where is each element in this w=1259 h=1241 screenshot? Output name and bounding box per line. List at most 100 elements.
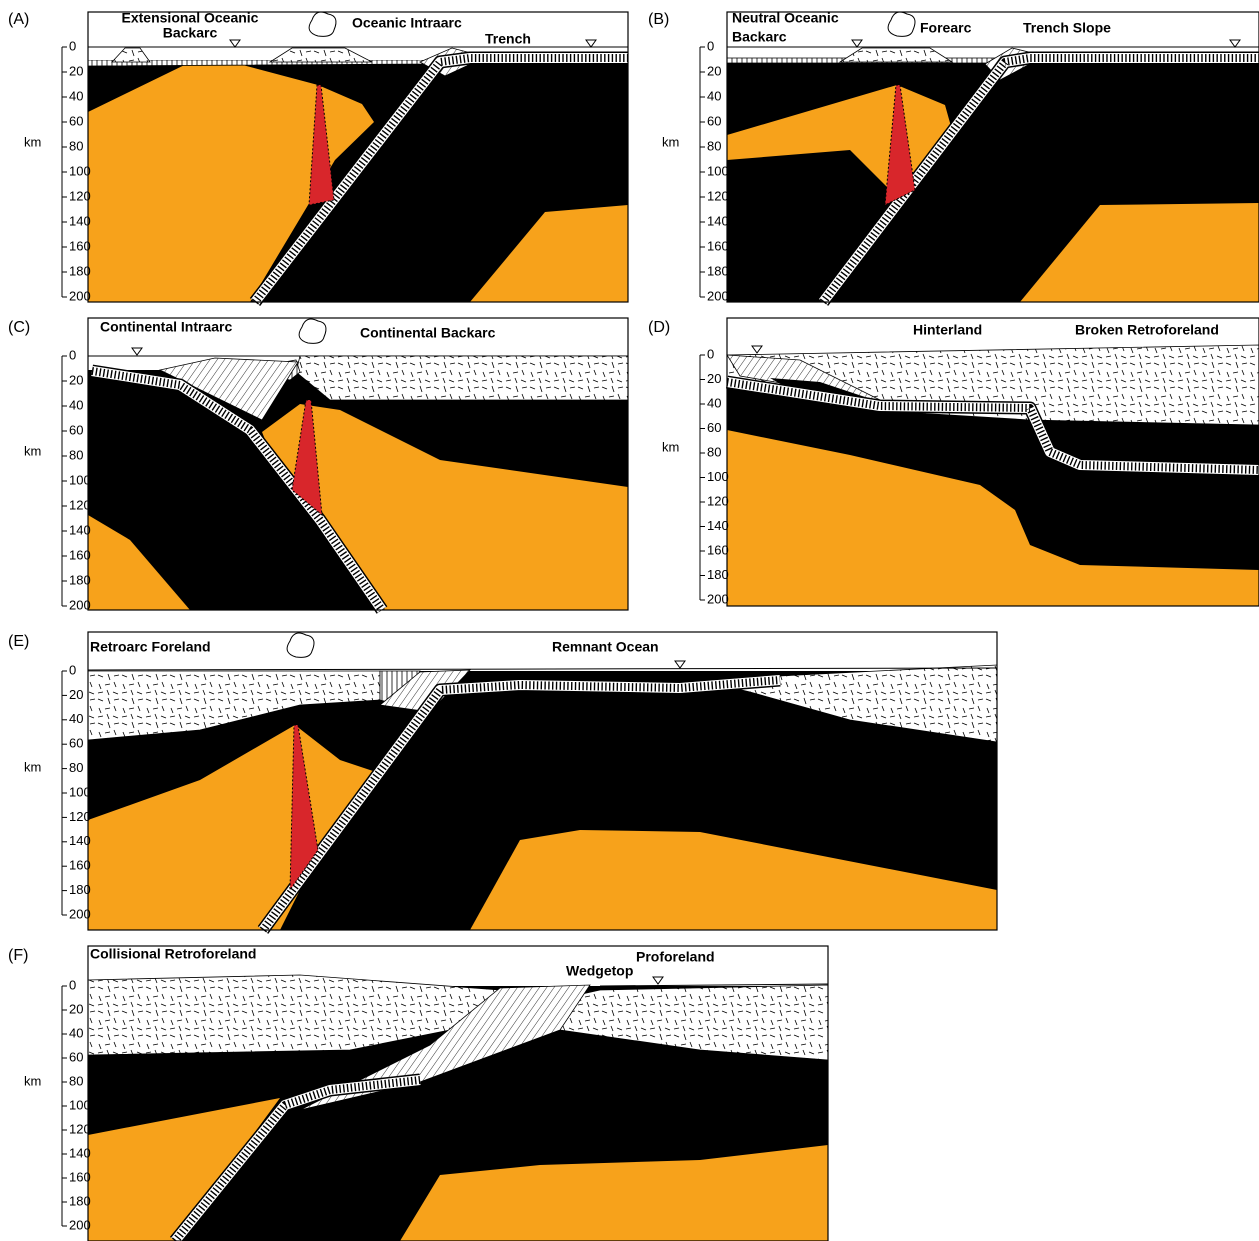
tick-label: 60 — [69, 1049, 83, 1064]
tick-label: 160 — [69, 547, 91, 562]
tick-label: 20 — [69, 1001, 83, 1016]
tick-label: 180 — [69, 882, 91, 897]
tick-label: 200 — [69, 597, 91, 612]
setting-label: Backarc — [732, 29, 787, 45]
tick-label: 60 — [69, 422, 83, 437]
setting-label: Continental Backarc — [360, 325, 496, 341]
setting-label: Trench Slope — [1023, 20, 1111, 36]
tick-label: 120 — [69, 188, 91, 203]
panel-letter: (D) — [648, 319, 670, 336]
tick-label: 20 — [69, 372, 83, 387]
tick-label: 120 — [707, 493, 729, 508]
setting-label: Trench — [485, 31, 531, 47]
tick-label: 200 — [707, 288, 729, 303]
tick-label: 20 — [707, 63, 721, 78]
tick-label: 160 — [69, 858, 91, 873]
axis-unit: km — [24, 443, 41, 458]
panel-c-section — [87, 317, 629, 614]
setting-label: Proforeland — [636, 949, 715, 965]
setting-label: Hinterland — [913, 322, 982, 338]
tick-label: 60 — [707, 113, 721, 128]
panel-letter: (B) — [648, 11, 669, 28]
tick-label: 40 — [707, 88, 721, 103]
tick-label: 120 — [69, 809, 91, 824]
tick-label: 140 — [69, 833, 91, 848]
tick-label: 0 — [69, 38, 76, 53]
setting-label: Forearc — [920, 20, 972, 36]
tick-label: 20 — [69, 687, 83, 702]
tick-label: 100 — [69, 163, 91, 178]
tick-label: 140 — [69, 522, 91, 537]
tick-label: 80 — [69, 447, 83, 462]
tick-label: 0 — [69, 347, 76, 362]
tick-label: 100 — [69, 472, 91, 487]
setting-label: Wedgetop — [566, 963, 633, 979]
panel-letter: (F) — [8, 947, 28, 964]
tick-label: 140 — [69, 1145, 91, 1160]
tick-label: 140 — [69, 213, 91, 228]
tick-label: 40 — [69, 1025, 83, 1040]
panel-letter: (E) — [8, 633, 29, 650]
tick-label: 100 — [707, 163, 729, 178]
tick-label: 40 — [69, 88, 83, 103]
tick-label: 120 — [69, 1121, 91, 1136]
tick-label: 40 — [69, 397, 83, 412]
tick-label: 80 — [69, 1073, 83, 1088]
tick-label: 140 — [707, 213, 729, 228]
axis-unit: km — [662, 134, 679, 149]
tick-label: 80 — [69, 138, 83, 153]
panel-letter: (C) — [8, 319, 30, 336]
tick-label: 60 — [69, 113, 83, 128]
tick-label: 60 — [707, 420, 721, 435]
setting-label: Collisional Retroforeland — [90, 946, 256, 962]
tick-label: 200 — [69, 1217, 91, 1232]
axis-unit: km — [24, 134, 41, 149]
tick-label: 180 — [69, 263, 91, 278]
tick-label: 0 — [707, 38, 714, 53]
tick-label: 80 — [69, 760, 83, 775]
panel-a-section — [87, 11, 629, 306]
tick-label: 100 — [707, 469, 729, 484]
tick-label: 160 — [707, 238, 729, 253]
tick-label: 180 — [69, 572, 91, 587]
tick-label: 120 — [69, 497, 91, 512]
tick-label: 180 — [69, 1193, 91, 1208]
setting-label: Oceanic Intraarc — [352, 15, 462, 31]
tick-label: 160 — [69, 1169, 91, 1184]
setting-label: Continental Intraarc — [100, 319, 232, 335]
tick-label: 160 — [69, 238, 91, 253]
tick-label: 0 — [707, 346, 714, 361]
tick-label: 140 — [707, 518, 729, 533]
setting-label: Broken Retroforeland — [1075, 322, 1219, 338]
tick-label: 180 — [707, 263, 729, 278]
tick-label: 20 — [707, 371, 721, 386]
tick-label: 40 — [707, 395, 721, 410]
setting-label: Extensional Oceanic — [122, 10, 259, 26]
axis-unit: km — [24, 759, 41, 774]
axis-unit: km — [662, 439, 679, 454]
tick-label: 100 — [69, 784, 91, 799]
tick-label: 200 — [69, 288, 91, 303]
tick-label: 80 — [707, 444, 721, 459]
setting-label: Retroarc Foreland — [90, 639, 211, 655]
tick-label: 80 — [707, 138, 721, 153]
tick-label: 200 — [707, 591, 729, 606]
tick-label: 160 — [707, 542, 729, 557]
setting-label: Neutral Oceanic — [732, 10, 839, 26]
panel-f-section — [87, 945, 829, 1241]
tick-label: 60 — [69, 736, 83, 751]
tick-label: 20 — [69, 63, 83, 78]
setting-label: Backarc — [163, 25, 218, 41]
axis-unit: km — [24, 1073, 41, 1088]
tick-label: 180 — [707, 567, 729, 582]
setting-label: Remnant Ocean — [552, 639, 659, 655]
panel-letter: (A) — [8, 11, 29, 28]
tick-label: 100 — [69, 1097, 91, 1112]
panel-d-section — [725, 317, 1259, 607]
panel-e-section — [87, 631, 998, 934]
tick-label: 0 — [69, 662, 76, 677]
tick-label: 0 — [69, 977, 76, 992]
panel-b-section — [726, 11, 1259, 306]
tick-label: 120 — [707, 188, 729, 203]
